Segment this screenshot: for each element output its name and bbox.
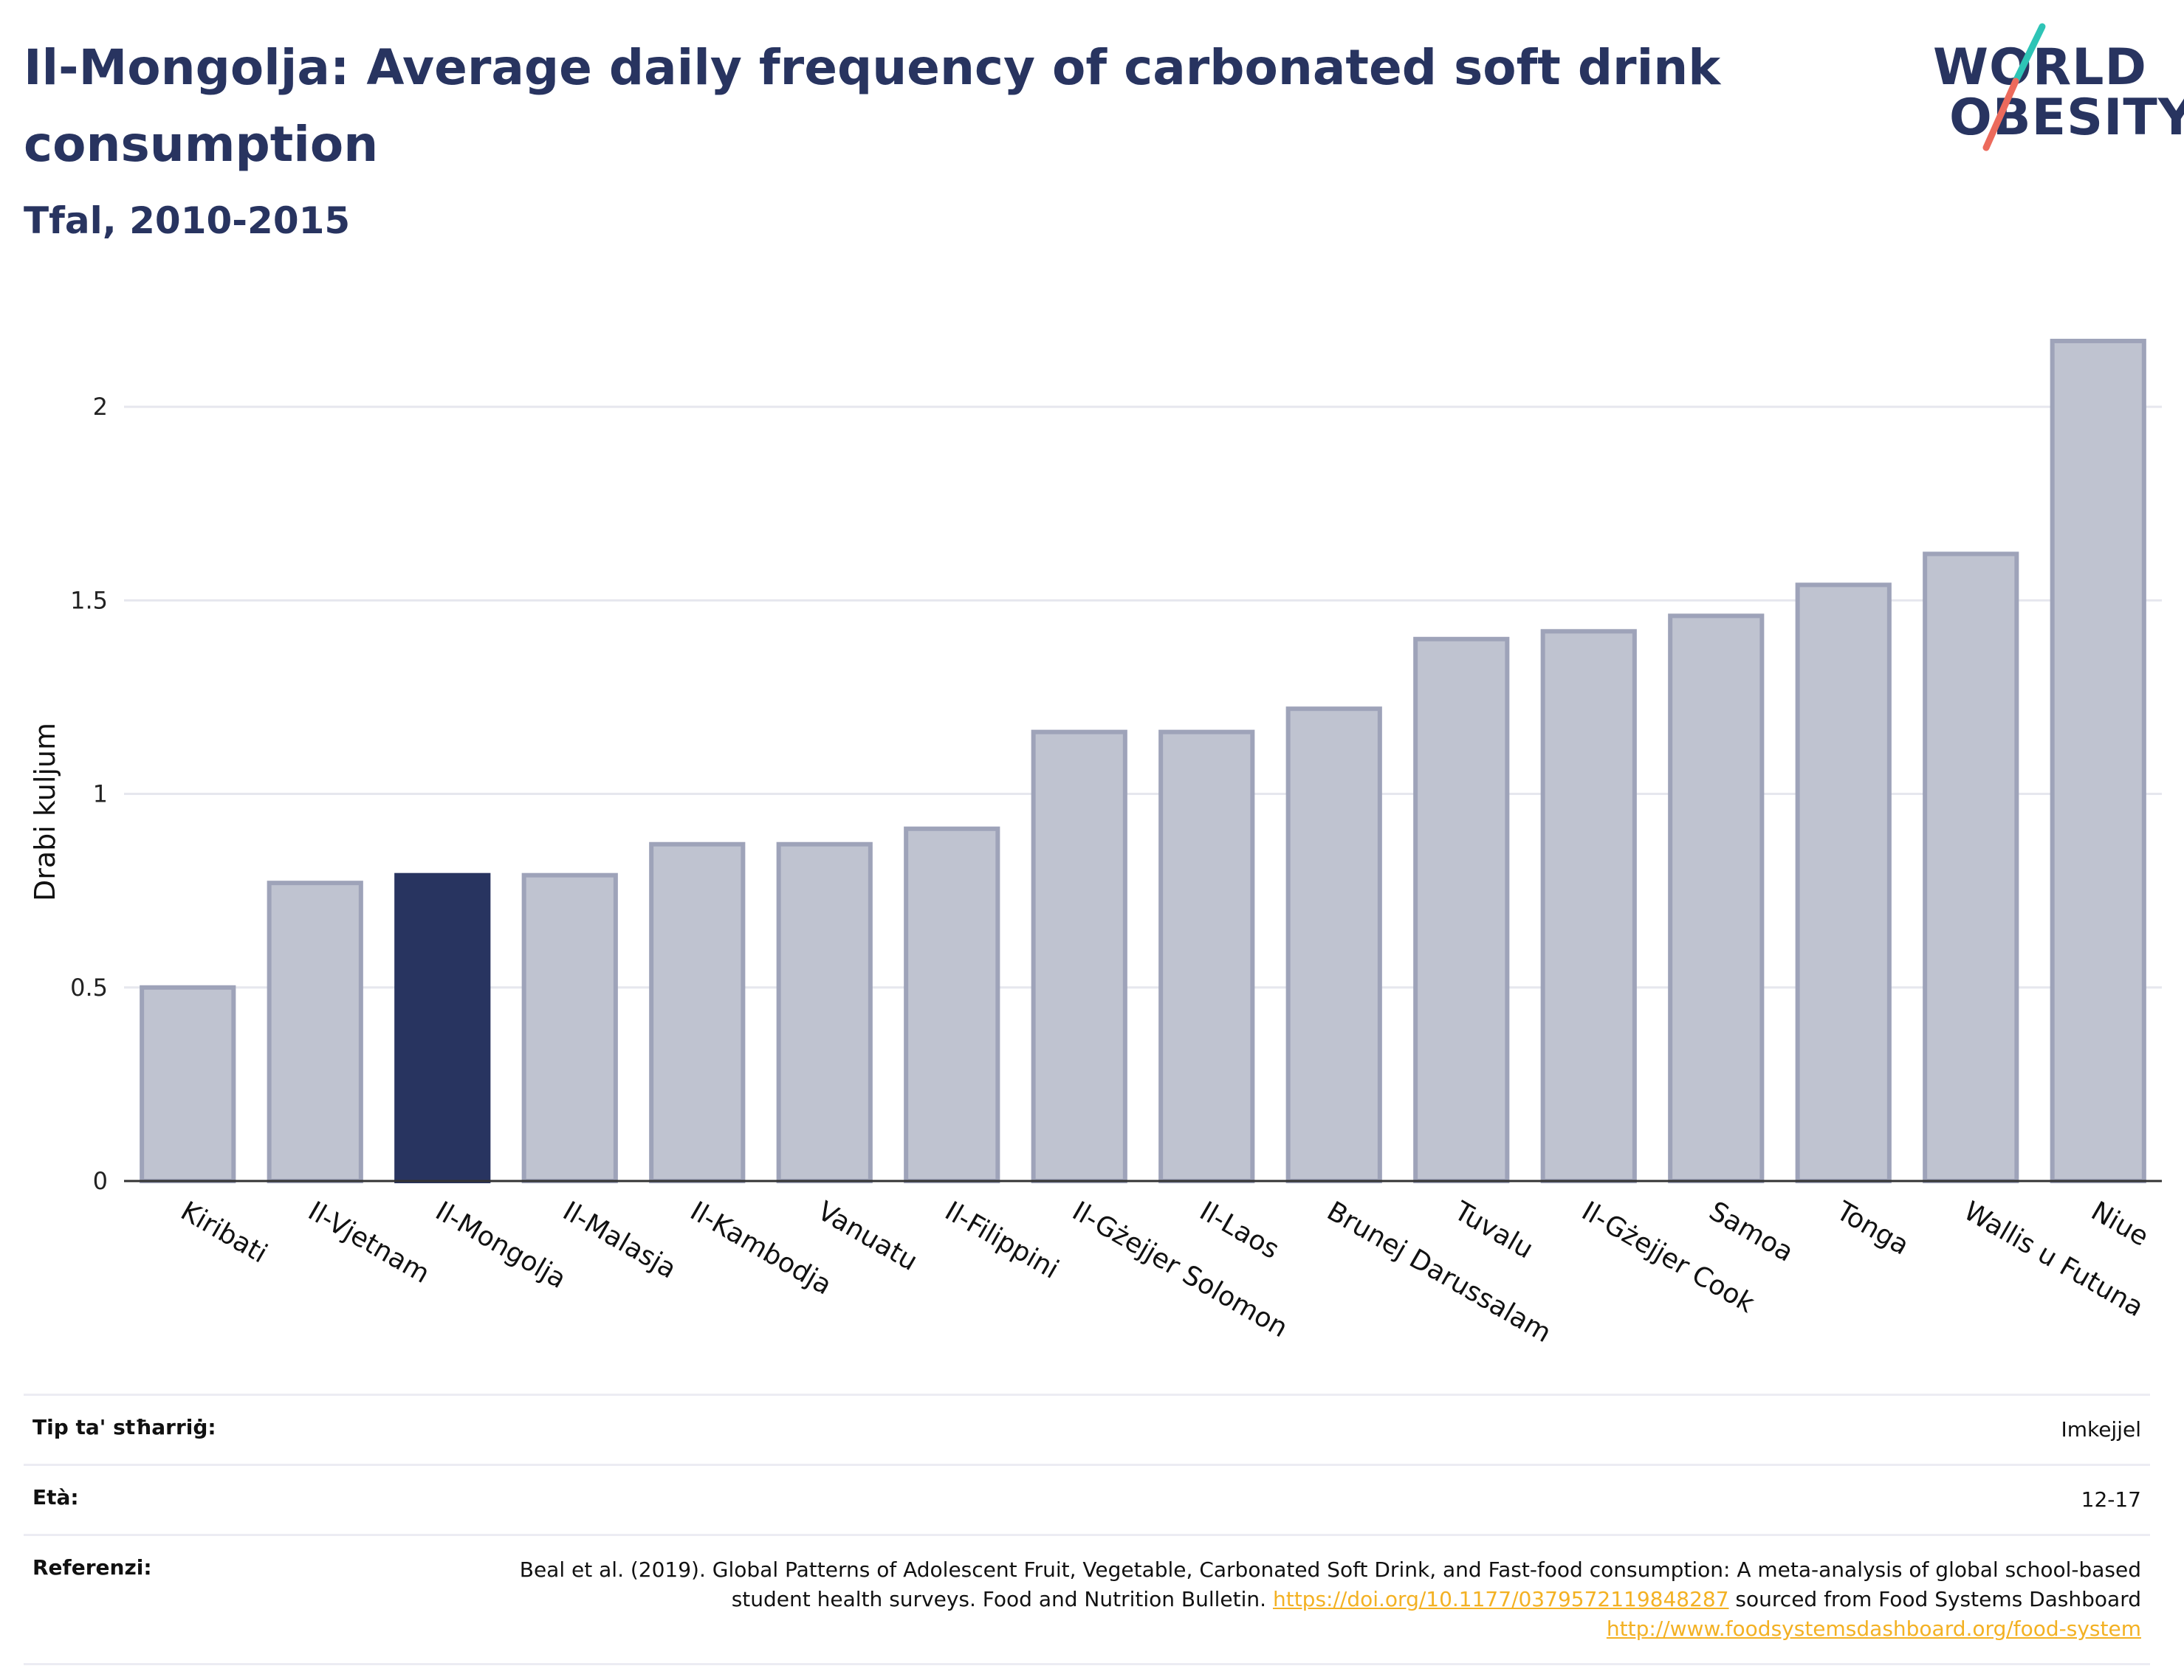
y-tick-label: 2 — [93, 393, 108, 421]
reference-sourced-text: sourced from Food Systems Dashboard — [1728, 1587, 2141, 1611]
bar-tuvalu[interactable] — [1413, 636, 1510, 1183]
x-tick-label: Vanuatu — [812, 1196, 922, 1277]
y-tick-label: 1 — [93, 780, 108, 808]
doi-link[interactable]: https://doi.org/10.1177/0379572119848287 — [1272, 1587, 1729, 1611]
bar-il-mongolja[interactable] — [394, 872, 491, 1183]
age-row: Età: 12-17 — [24, 1464, 2150, 1534]
survey-type-label: Tip ta' stħarriġ: — [32, 1415, 216, 1439]
x-tick-label: Brunej Darussalam — [1322, 1196, 1556, 1349]
x-tick-label: Il-Filippini — [940, 1196, 1064, 1285]
bar-vanuatu[interactable] — [776, 841, 873, 1183]
bar-samoa[interactable] — [1668, 613, 1765, 1183]
bar-il-filippini[interactable] — [904, 826, 1000, 1183]
metadata-table: Tip ta' stħarriġ: Imkejjel Età: 12-17 Re… — [24, 1394, 2150, 1665]
y-tick-label: 1.5 — [70, 586, 108, 614]
age-value: 12-17 — [2081, 1487, 2141, 1512]
references-label: Referenzi: — [32, 1555, 152, 1580]
x-tick-label: Il-Laos — [1195, 1196, 1284, 1265]
bar-il-g-ejjer-cook[interactable] — [1540, 629, 1637, 1183]
y-axis-ticks: 0 0.5 1 1.5 2 — [70, 393, 108, 1195]
x-tick-label: Tonga — [1830, 1196, 1914, 1261]
age-label: Età: — [32, 1485, 79, 1509]
x-tick-label: Il-Kambodja — [685, 1196, 837, 1301]
bar-tonga[interactable] — [1795, 582, 1892, 1184]
bar-il-kambodja[interactable] — [649, 841, 746, 1183]
bars — [140, 338, 2146, 1184]
bar-il-g-ejjer-solomon[interactable] — [1031, 729, 1127, 1183]
bar-il-laos[interactable] — [1158, 729, 1255, 1183]
x-tick-label: Il-Gżejjer Solomon — [1067, 1196, 1293, 1343]
y-axis-title: Drabi kuljum — [29, 723, 61, 901]
y-tick-label: 0.5 — [70, 974, 108, 1002]
y-tick-label: 0 — [93, 1167, 108, 1195]
bar-brunej-darussalam[interactable] — [1285, 706, 1382, 1183]
bar-kiribati[interactable] — [140, 985, 236, 1183]
world-obesity-logo: WORLD OBESITY — [1933, 21, 2184, 161]
x-tick-label: Niue — [2086, 1196, 2153, 1252]
reference-text: Beal et al. (2019). Global Patterns of A… — [519, 1557, 2141, 1611]
bar-il-malasja[interactable] — [521, 872, 618, 1183]
chart-title: Il-Mongolja: Average daily frequency of … — [24, 39, 1721, 173]
food-systems-link[interactable]: http://www.foodsystemsdashboard.org/food… — [1606, 1617, 2141, 1641]
bar-wallis-u-futuna[interactable] — [1923, 551, 2019, 1183]
x-tick-label: Il-Vjetnam — [303, 1196, 434, 1290]
x-tick-label: Il-Malasja — [557, 1196, 681, 1284]
logo-word-world: WORLD — [1933, 38, 2147, 97]
bar-niue[interactable] — [2050, 338, 2146, 1183]
references-row: Referenzi: Beal et al. (2019). Global Pa… — [24, 1534, 2150, 1665]
survey-type-value: Imkejjel — [2061, 1417, 2141, 1442]
survey-type-row: Tip ta' stħarriġ: Imkejjel — [24, 1394, 2150, 1464]
references-value: Beal et al. (2019). Global Patterns of A… — [458, 1555, 2141, 1644]
x-tick-label: Tuvalu — [1449, 1196, 1538, 1265]
chart-subtitle: Tfal, 2010-2015 — [24, 199, 351, 242]
logo-word-obesity: OBESITY — [1949, 89, 2184, 147]
bar-il-vjetnam[interactable] — [267, 881, 363, 1184]
bar-chart: 00.511.52 Kiribati Il-VjetnamIl-MongoljaI… — [29, 338, 2162, 1349]
x-tick-label: Il-Mongolja — [430, 1196, 571, 1295]
logo-slash-icon — [1982, 23, 2046, 151]
x-tick-label: Kiribati — [176, 1196, 272, 1269]
x-tick-label: Samoa — [1704, 1196, 1799, 1268]
